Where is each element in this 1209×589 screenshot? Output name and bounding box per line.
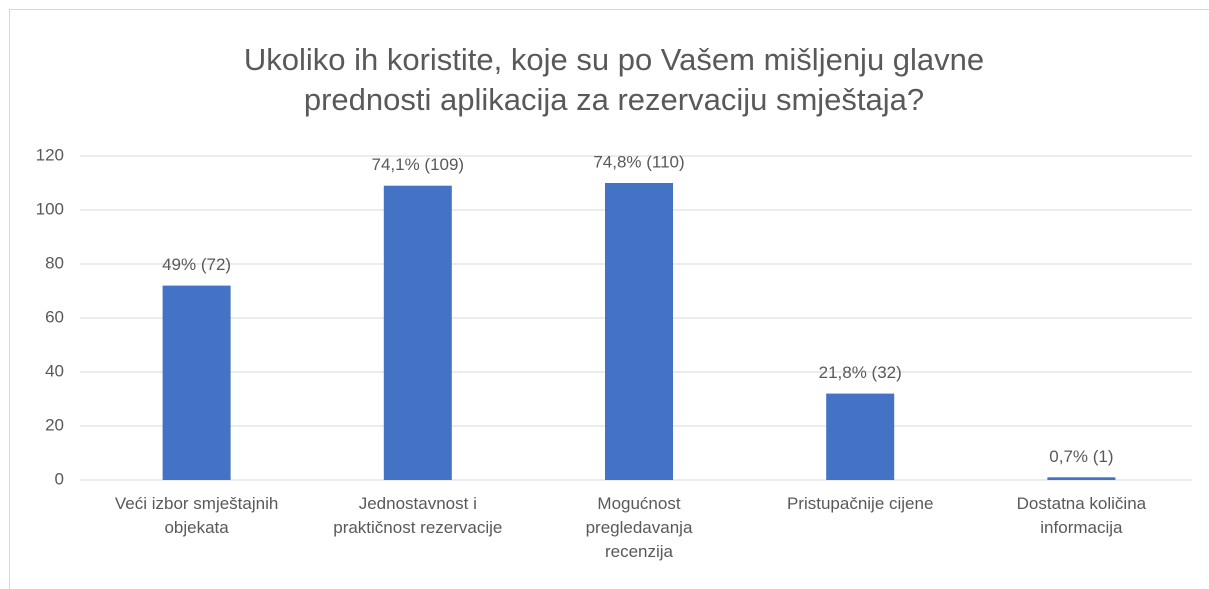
chart-border [9, 9, 1209, 589]
chart-title: Ukoliko ih koristite, koje su po Vašem m… [243, 42, 985, 117]
data-label: 74,1% (109) [371, 155, 464, 174]
bar [162, 285, 231, 480]
bar [826, 393, 895, 480]
data-label: 21,8% (32) [819, 363, 902, 382]
x-tick-label: Jednostavnost i praktičnost rezervacije [333, 494, 503, 537]
y-tick-label: 40 [45, 361, 64, 380]
data-label: 49% (72) [162, 255, 231, 274]
x-tick-label: Mogućnost pregledavanja recenzija [585, 494, 693, 561]
y-tick-label: 120 [36, 145, 64, 164]
y-tick-label: 100 [36, 199, 64, 218]
y-tick-label: 20 [45, 415, 64, 434]
y-tick-label: 80 [45, 253, 64, 272]
bar [605, 183, 673, 480]
x-tick-label: Pristupačnije cijene [786, 494, 934, 513]
x-tick-label: Veći izbor smještajnih objekata [114, 494, 279, 537]
data-label: 74,8% (110) [593, 152, 684, 171]
y-tick-label: 60 [45, 307, 64, 326]
data-label: 0,7% (1) [1049, 447, 1113, 466]
bar [1047, 477, 1116, 480]
y-tick-label: 0 [55, 469, 64, 488]
bar [383, 185, 452, 480]
x-tick-label: Dostatna količina informacija [1016, 494, 1147, 537]
